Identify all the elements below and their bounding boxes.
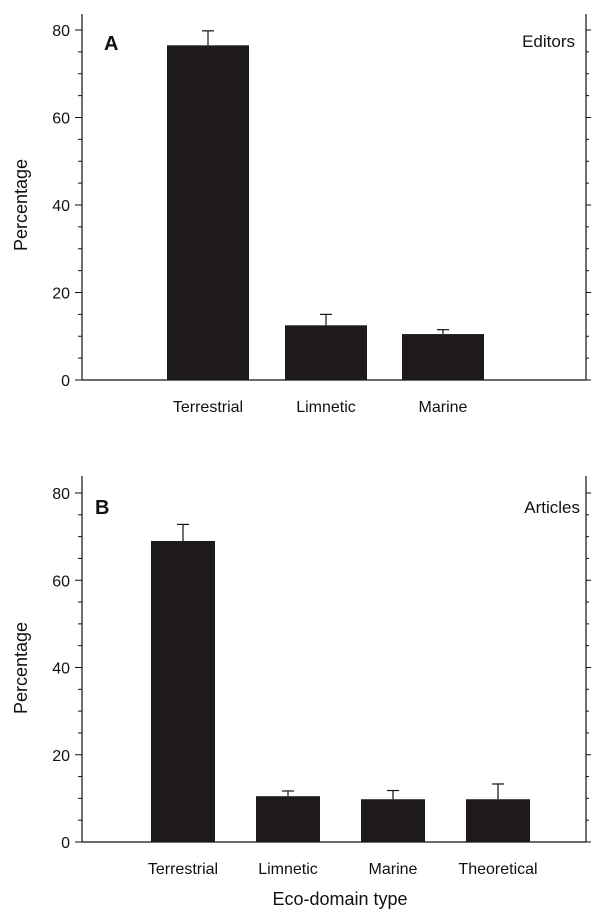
- panel-a-category-label-terrestrial: Terrestrial: [173, 399, 243, 416]
- panel-b-letter: B: [95, 497, 109, 519]
- panel-b-y-tick-label: 0: [61, 835, 70, 852]
- panel-a-y-tick-label: 60: [52, 111, 70, 128]
- panel-b-y-tick-label: 80: [52, 486, 70, 503]
- panel-a-chart: Percentage A Editors 0 20 40 60 80 Terrestria…: [11, 14, 591, 416]
- panel-b-bar-theoretical: [466, 799, 530, 842]
- panel-b-bar-terrestrial: [151, 540, 215, 842]
- panel-b-bar-limnetic: [256, 796, 320, 842]
- panel-a-y-tick-label: 20: [52, 286, 70, 303]
- panel-a-category-label-marine: Marine: [419, 399, 468, 416]
- panel-b-y-tick-label: 20: [52, 748, 70, 765]
- panel-a-bar-marine: [402, 334, 484, 380]
- panel-b-category-label-theoretical: Theoretical: [458, 861, 537, 878]
- panel-a-bar-limnetic: [285, 325, 367, 380]
- panel-b-category-label-marine: Marine: [369, 861, 418, 878]
- panel-a-y-tick-label: 40: [52, 198, 70, 215]
- panel-a-y-axis-title: Percentage: [11, 159, 31, 251]
- panel-a-title: Editors: [522, 32, 575, 51]
- panel-b-y-axis-title: Percentage: [11, 622, 31, 714]
- panel-b-category-label-terrestrial: Terrestrial: [148, 861, 218, 878]
- panel-b-bar-marine: [361, 799, 425, 842]
- panel-b-y-tick-label: 40: [52, 661, 70, 678]
- x-axis-title: Eco-domain type: [272, 889, 407, 909]
- panel-a-bar-terrestrial: [167, 45, 249, 380]
- panel-a-y-tick-label: 0: [61, 373, 70, 390]
- panel-a-y-tick-label: 80: [52, 23, 70, 40]
- panel-a-category-label-limnetic: Limnetic: [296, 399, 356, 416]
- panel-a-letter: A: [104, 33, 118, 55]
- panel-b-y-tick-label: 60: [52, 573, 70, 590]
- panel-b-category-label-limnetic: Limnetic: [258, 861, 318, 878]
- panel-b-chart: Percentage B Articles 0 20 40 60 80 Terrestri…: [11, 476, 591, 878]
- panel-b-title: Articles: [524, 498, 580, 517]
